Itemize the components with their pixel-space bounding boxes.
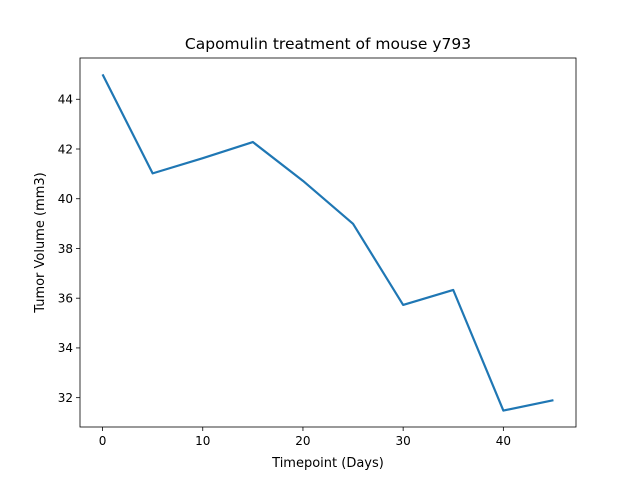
y-tick-label: 38 bbox=[58, 242, 73, 256]
series-line bbox=[101, 73, 554, 412]
x-tick-label: 20 bbox=[295, 434, 310, 448]
x-tick-label: 0 bbox=[99, 434, 107, 448]
plot-area-frame bbox=[79, 57, 577, 428]
x-tick-label: 30 bbox=[396, 434, 411, 448]
y-tick-label: 32 bbox=[58, 391, 73, 405]
x-axis-label: Timepoint (Days) bbox=[271, 456, 384, 471]
y-axis-label: Tumor Volume (mm3) bbox=[33, 172, 48, 314]
y-tick-label: 44 bbox=[58, 93, 73, 107]
y-tick-label: 42 bbox=[58, 142, 73, 156]
y-tick-label: 40 bbox=[58, 192, 73, 206]
x-axis-ticks: 0 10 20 30 40 bbox=[99, 427, 511, 448]
plot-series bbox=[101, 73, 554, 412]
y-tick-label: 34 bbox=[58, 341, 73, 355]
x-tick-label: 40 bbox=[496, 434, 511, 448]
x-tick-label: 10 bbox=[195, 434, 210, 448]
y-tick-label: 36 bbox=[58, 291, 73, 305]
chart-title: Capomulin treatment of mouse y793 bbox=[185, 35, 471, 53]
y-axis-ticks: 32 34 36 38 40 42 44 bbox=[58, 93, 80, 405]
